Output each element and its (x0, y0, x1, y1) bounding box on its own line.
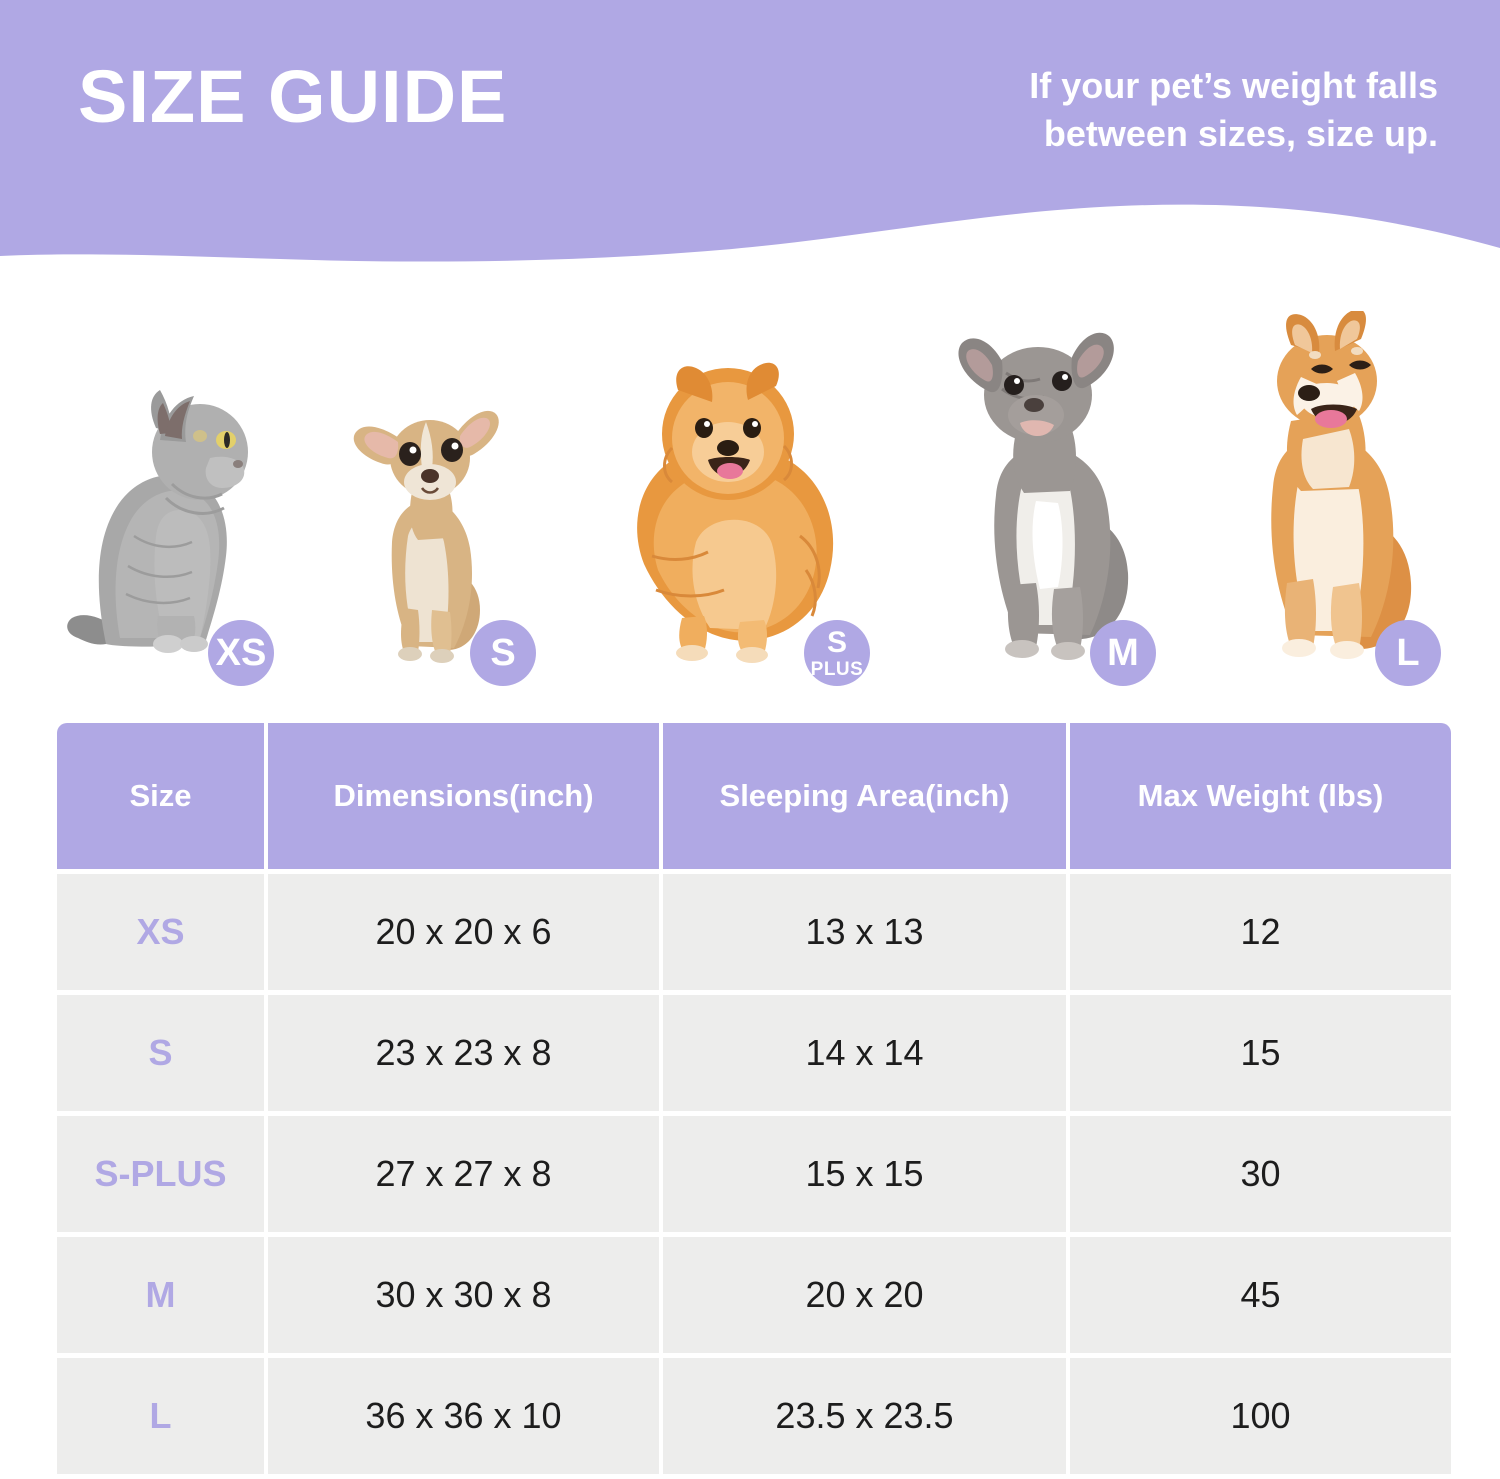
size-badge-label: L (1396, 632, 1420, 674)
cell-max-weight: 45 (1070, 1237, 1451, 1353)
pet-item-l: L (1215, 292, 1465, 692)
cell-sleeping-area: 13 x 13 (663, 874, 1066, 990)
size-badge-l: L (1375, 620, 1441, 686)
size-badge-xs: XS (208, 620, 274, 686)
cell-dimensions: 20 x 20 x 6 (268, 874, 659, 990)
size-guide-table: Size Dimensions(inch) Sleeping Area(inch… (53, 718, 1455, 1479)
cell-dimensions: 36 x 36 x 10 (268, 1358, 659, 1474)
pet-illustration-row: XS (0, 272, 1500, 692)
pet-item-s-plus: S PLUS (600, 292, 880, 692)
cell-max-weight: 12 (1070, 874, 1451, 990)
column-header-size: Size (57, 723, 264, 869)
size-badge-s: S (470, 620, 536, 686)
column-header-dimensions: Dimensions(inch) (268, 723, 659, 869)
red-shiba-inu-illustration (1271, 311, 1412, 659)
pet-item-xs: XS (60, 292, 290, 692)
page-title: SIZE GUIDE (78, 55, 508, 138)
pet-item-m: M (930, 292, 1180, 692)
table-row: M 30 x 30 x 8 20 x 20 45 (57, 1237, 1451, 1353)
table-row: XS 20 x 20 x 6 13 x 13 12 (57, 874, 1451, 990)
column-header-max-weight: Max Weight (lbs) (1070, 723, 1451, 869)
cell-size: L (57, 1358, 264, 1474)
cell-max-weight: 30 (1070, 1116, 1451, 1232)
orange-pomeranian-illustration (637, 362, 834, 663)
cell-size: M (57, 1237, 264, 1353)
size-badge-label: S (826, 625, 847, 659)
pet-item-s: S (330, 292, 560, 692)
cell-size: XS (57, 874, 264, 990)
column-header-sleeping-area: Sleeping Area(inch) (663, 723, 1066, 869)
header-subtitle: If your pet’s weight falls between sizes… (1029, 65, 1438, 154)
cell-sleeping-area: 14 x 14 (663, 995, 1066, 1111)
table-row: S-PLUS 27 x 27 x 8 15 x 15 30 (57, 1116, 1451, 1232)
size-badge-s-plus: S PLUS (804, 620, 870, 686)
gray-shorthair-cat-illustration (67, 390, 248, 653)
cell-dimensions: 27 x 27 x 8 (268, 1116, 659, 1232)
gray-french-bulldog-illustration (958, 332, 1129, 660)
size-badge-label: S (490, 632, 516, 674)
cell-size: S (57, 995, 264, 1111)
cell-max-weight: 100 (1070, 1358, 1451, 1474)
tan-chihuahua-illustration (353, 410, 499, 663)
table-row: S 23 x 23 x 8 14 x 14 15 (57, 995, 1451, 1111)
size-badge-label: XS (215, 632, 267, 674)
cell-size: S-PLUS (57, 1116, 264, 1232)
cell-dimensions: 23 x 23 x 8 (268, 995, 659, 1111)
cell-max-weight: 15 (1070, 995, 1451, 1111)
cell-dimensions: 30 x 30 x 8 (268, 1237, 659, 1353)
table-row: L 36 x 36 x 10 23.5 x 23.5 100 (57, 1358, 1451, 1474)
size-badge-m: M (1090, 620, 1156, 686)
size-badge-label: M (1107, 632, 1139, 674)
cell-sleeping-area: 20 x 20 (663, 1237, 1066, 1353)
header-wave-shape (0, 0, 1500, 262)
cell-sleeping-area: 15 x 15 (663, 1116, 1066, 1232)
cell-sleeping-area: 23.5 x 23.5 (663, 1358, 1066, 1474)
size-badge-sublabel: PLUS (810, 658, 864, 680)
table-header-row: Size Dimensions(inch) Sleeping Area(inch… (57, 723, 1451, 869)
header-banner: SIZE GUIDE If your pet’s weight falls be… (0, 0, 1500, 270)
